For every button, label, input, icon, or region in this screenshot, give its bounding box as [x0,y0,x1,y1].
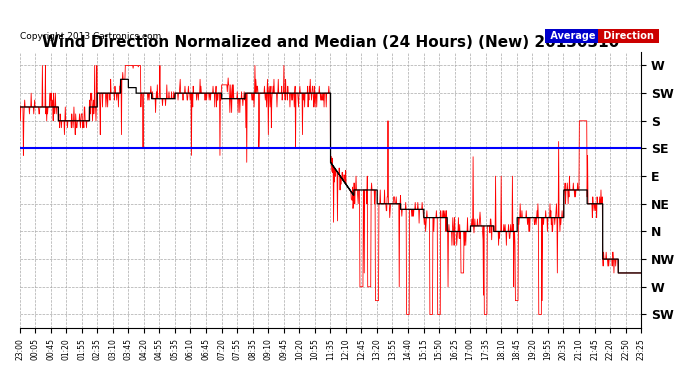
Text: Direction: Direction [600,31,658,41]
Title: Wind Direction Normalized and Median (24 Hours) (New) 20130310: Wind Direction Normalized and Median (24… [41,36,619,51]
Text: Average: Average [546,31,598,41]
Text: Copyright 2013 Cartronics.com: Copyright 2013 Cartronics.com [19,32,161,40]
